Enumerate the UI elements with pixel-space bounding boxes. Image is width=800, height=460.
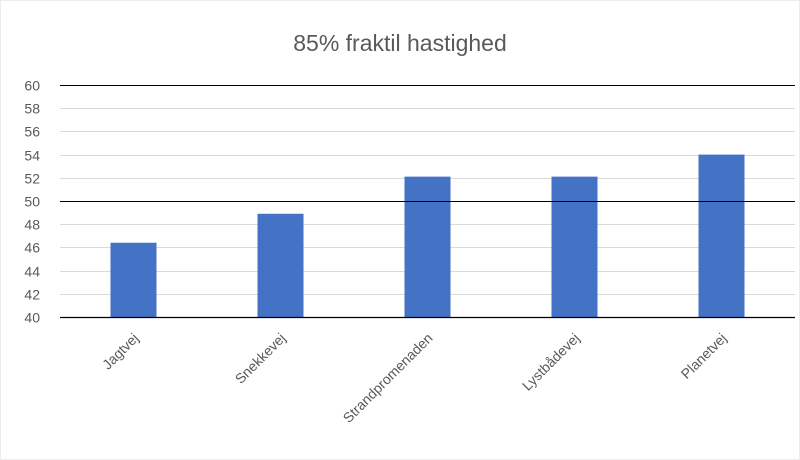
bar-planetvej (698, 154, 745, 317)
y-tick-label: 40 (24, 310, 40, 326)
y-tick-label: 46 (24, 240, 40, 256)
y-tick-label: 44 (24, 264, 40, 280)
x-axis-category-labels: Jagtvej Snekkevej Strandpromenaden Lystbåde… (99, 330, 730, 426)
y-tick-label: 52 (24, 171, 40, 187)
y-tick-label: 50 (24, 194, 40, 210)
y-tick-label: 42 (24, 287, 40, 303)
bar-lystbådevej (551, 176, 598, 317)
x-category-label: Planetvej (678, 330, 730, 382)
y-axis-tick-labels: 60 58 56 54 52 50 48 46 44 42 40 (24, 78, 40, 326)
y-tick-label: 58 (24, 101, 40, 117)
reference-lines (60, 85, 795, 319)
y-tick-label: 54 (24, 148, 40, 164)
bar-snekkevej (257, 213, 304, 317)
y-tick-label: 60 (24, 78, 40, 94)
bar-strandpromenaden (404, 176, 451, 317)
bars (110, 154, 745, 317)
bar-jagtvej (110, 242, 157, 317)
x-category-label: Snekkevej (232, 330, 289, 387)
x-category-label: Strandpromenaden (340, 330, 436, 426)
x-category-label: Lystbådevej (519, 330, 583, 394)
y-tick-label: 56 (24, 124, 40, 140)
chart-title: 85% fraktil hastighed (293, 30, 507, 56)
y-tick-label: 48 (24, 217, 40, 233)
x-category-label: Jagtvej (99, 330, 142, 373)
